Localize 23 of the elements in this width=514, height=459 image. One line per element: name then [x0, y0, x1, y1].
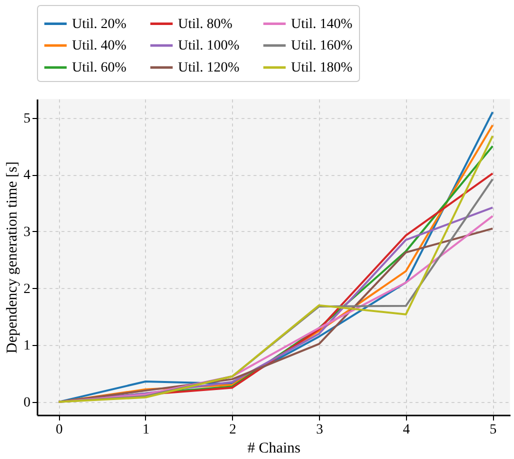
x-axis-title: # Chains	[248, 440, 301, 456]
legend-label: Util. 40%	[72, 38, 127, 54]
legend-label: Util. 160%	[291, 38, 353, 54]
x-tick-label: 3	[316, 422, 324, 438]
y-tick-label: 5	[24, 111, 30, 126]
legend-label: Util. 80%	[178, 16, 233, 32]
legend-label: Util. 120%	[178, 60, 240, 76]
x-tick-label: 0	[56, 422, 63, 438]
x-tick-label: 5	[490, 422, 497, 438]
x-tick-label: 1	[142, 422, 150, 438]
x-tick-label: 4	[402, 422, 410, 438]
legend-label: Util. 20%	[72, 16, 127, 32]
y-tick-label: 0	[24, 395, 30, 410]
y-tick-label: 2	[24, 282, 30, 297]
legend-label: Util. 180%	[291, 60, 353, 76]
legend-label: Util. 140%	[291, 16, 353, 32]
x-tick-label: 2	[229, 422, 236, 438]
legend-label: Util. 60%	[72, 60, 127, 76]
y-axis-title: Dependency generation time [s]	[4, 161, 20, 354]
y-tick-label: 3	[24, 224, 30, 240]
y-tick-label: 1	[24, 338, 30, 354]
legend-label: Util. 100%	[178, 38, 240, 54]
y-tick-label: 4	[24, 168, 30, 184]
